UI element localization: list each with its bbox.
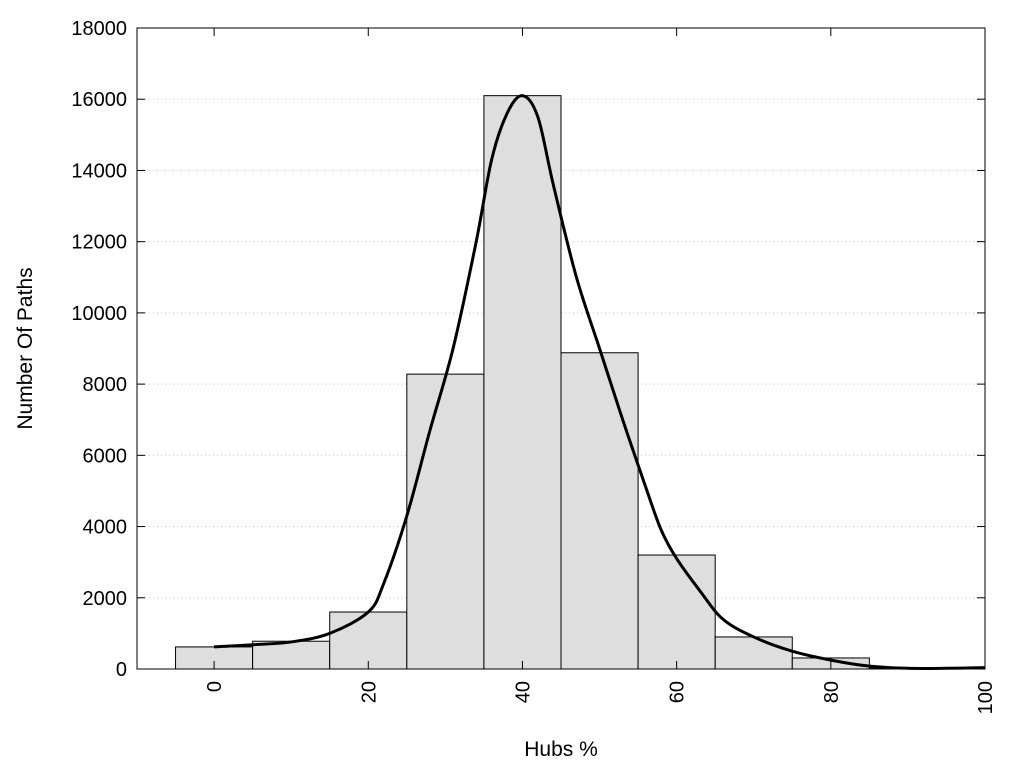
y-tick-label-6000: 6000 bbox=[83, 445, 128, 467]
y-tick-label-12000: 12000 bbox=[71, 232, 127, 254]
x-tick-label-100: 100 bbox=[975, 681, 997, 714]
y-tick-label-8000: 8000 bbox=[83, 374, 128, 396]
y-tick-label-2000: 2000 bbox=[83, 588, 128, 610]
bar-50 bbox=[560, 352, 639, 670]
axis-ticks: 0 2000 4000 6000 8000 10000 12000 14000 16000 180… bbox=[71, 18, 997, 714]
fit-curve bbox=[214, 94, 986, 670]
bar-20 bbox=[329, 611, 408, 670]
y-tick-label-18000: 18000 bbox=[71, 18, 127, 40]
bars bbox=[175, 95, 986, 670]
bar-30 bbox=[406, 373, 485, 670]
x-tick-label-80: 80 bbox=[821, 681, 843, 703]
plot-frame bbox=[136, 27, 986, 670]
y-axis-title: Number Of Paths bbox=[14, 267, 37, 429]
y-tick-label-14000: 14000 bbox=[71, 160, 127, 182]
bar-60 bbox=[637, 554, 716, 670]
x-axis-title: Hubs % bbox=[524, 738, 598, 761]
x-tick-label-20: 20 bbox=[358, 681, 380, 703]
y-tick-label-16000: 16000 bbox=[71, 89, 127, 111]
y-tick-label-10000: 10000 bbox=[71, 303, 127, 325]
bar-70 bbox=[714, 636, 793, 670]
y-tick-label-0: 0 bbox=[116, 659, 127, 681]
bar-40 bbox=[483, 95, 562, 670]
y-tick-label-4000: 4000 bbox=[83, 517, 128, 539]
density-curve bbox=[214, 94, 986, 670]
x-tick-label-0: 0 bbox=[204, 681, 226, 692]
x-tick-label-40: 40 bbox=[512, 681, 534, 703]
x-tick-label-60: 60 bbox=[667, 681, 689, 703]
